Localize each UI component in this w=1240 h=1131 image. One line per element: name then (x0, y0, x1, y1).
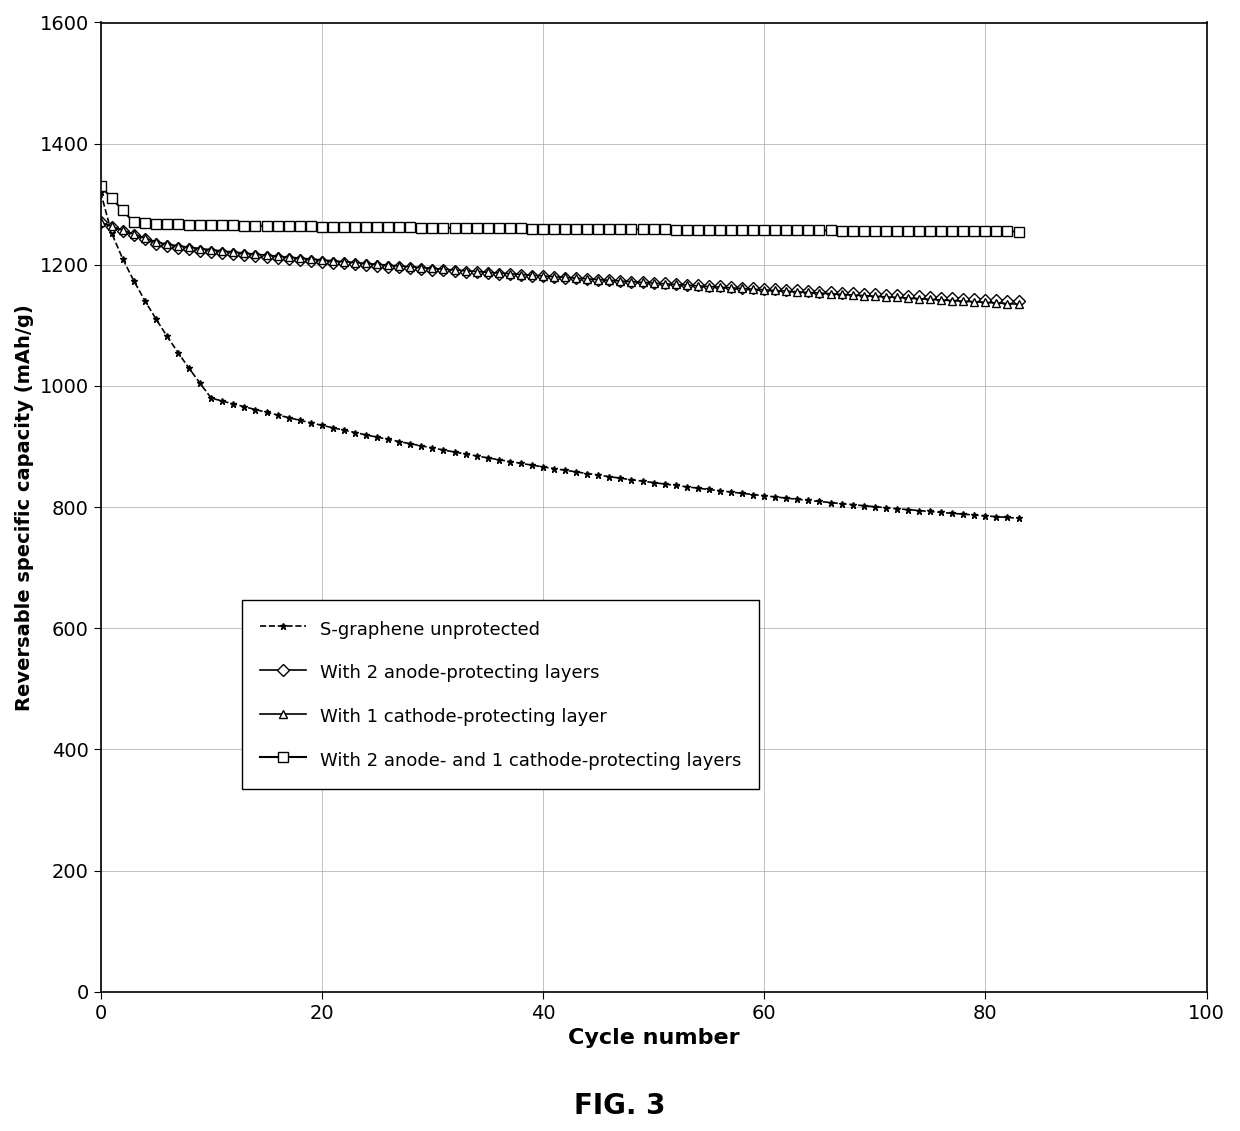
With 2 anode- and 1 cathode-protecting layers (547, 222, 562, 235)
S-graphene unprotected (1011, 511, 1025, 525)
With 1 cathode-protecting layer (104, 219, 119, 233)
With 1 cathode-protecting layer (835, 287, 849, 301)
Line: S-graphene unprotected: S-graphene unprotected (97, 189, 1022, 521)
S-graphene unprotected (93, 185, 108, 199)
With 2 anode- and 1 cathode-protecting layers (790, 224, 805, 238)
With 2 anode-protecting layers (1011, 294, 1025, 308)
With 2 anode-protecting layers (835, 286, 849, 300)
S-graphene unprotected (104, 226, 119, 240)
S-graphene unprotected (835, 497, 849, 510)
With 2 anode-protecting layers (547, 270, 562, 284)
X-axis label: Cycle number: Cycle number (568, 1028, 739, 1048)
Text: FIG. 3: FIG. 3 (574, 1091, 666, 1120)
With 2 anode-protecting layers (93, 216, 108, 230)
With 1 cathode-protecting layer (547, 270, 562, 284)
With 1 cathode-protecting layer (1011, 297, 1025, 311)
With 2 anode- and 1 cathode-protecting layers (93, 180, 108, 193)
With 1 cathode-protecting layer (149, 235, 164, 249)
S-graphene unprotected (502, 455, 517, 468)
S-graphene unprotected (149, 312, 164, 326)
With 2 anode- and 1 cathode-protecting layers (1011, 225, 1025, 239)
S-graphene unprotected (547, 461, 562, 475)
With 1 cathode-protecting layer (790, 285, 805, 299)
With 1 cathode-protecting layer (502, 267, 517, 280)
Line: With 2 anode-protecting layers: With 2 anode-protecting layers (97, 218, 1023, 305)
With 2 anode- and 1 cathode-protecting layers (502, 222, 517, 235)
With 2 anode-protecting layers (790, 284, 805, 297)
With 2 anode-protecting layers (104, 219, 119, 233)
With 2 anode-protecting layers (502, 268, 517, 282)
With 2 anode- and 1 cathode-protecting layers (835, 224, 849, 238)
With 2 anode- and 1 cathode-protecting layers (104, 191, 119, 205)
With 2 anode-protecting layers (149, 236, 164, 250)
Y-axis label: Reversable specific capacity (mAh/g): Reversable specific capacity (mAh/g) (15, 304, 33, 710)
With 2 anode- and 1 cathode-protecting layers (149, 217, 164, 231)
Line: With 1 cathode-protecting layer: With 1 cathode-protecting layer (97, 218, 1023, 309)
Line: With 2 anode- and 1 cathode-protecting layers: With 2 anode- and 1 cathode-protecting l… (95, 181, 1023, 236)
S-graphene unprotected (790, 492, 805, 506)
With 1 cathode-protecting layer (93, 216, 108, 230)
Legend: S-graphene unprotected, With 2 anode-protecting layers, With 1 cathode-protectin: S-graphene unprotected, With 2 anode-pro… (242, 599, 759, 789)
